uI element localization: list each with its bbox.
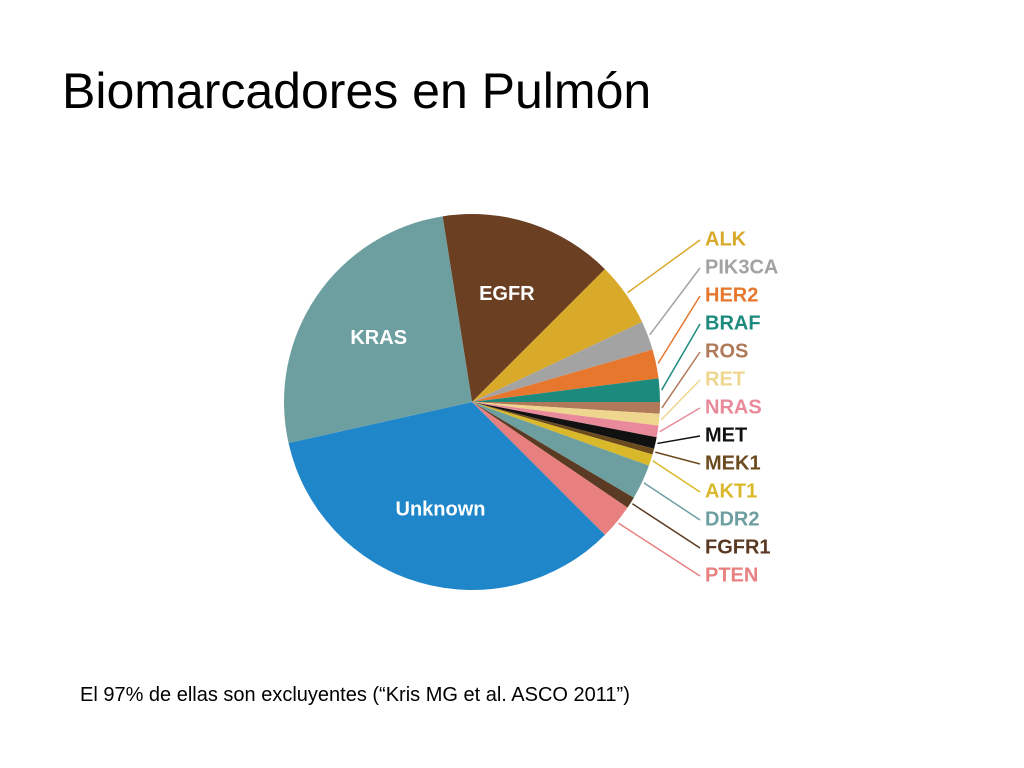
pie-slice — [472, 402, 653, 466]
pie-slice — [472, 402, 649, 498]
legend-label: MET — [705, 424, 747, 446]
leader-line — [649, 267, 701, 336]
legend-label: DDR2 — [705, 508, 759, 530]
legend-label: AKT1 — [705, 480, 757, 502]
leader-line — [652, 460, 701, 493]
legend-label: RET — [705, 368, 745, 390]
pie-slice — [472, 402, 659, 438]
leader-line — [643, 482, 701, 521]
leader-line — [627, 239, 701, 294]
legend-label: HER2 — [705, 284, 758, 306]
leader-line — [632, 503, 701, 549]
pie-slice — [472, 378, 660, 402]
leader-line — [655, 451, 701, 465]
legend-label: ROS — [705, 340, 748, 362]
leader-line — [660, 379, 701, 421]
footnote: El 97% de ellas son excluyentes (“Kris M… — [80, 684, 630, 706]
leader-line — [661, 351, 701, 409]
legend-label: PTEN — [705, 564, 758, 586]
legend-label: FGFR1 — [705, 536, 771, 558]
pie-slice — [472, 269, 643, 402]
pie-slice — [472, 349, 659, 402]
legend-label: PIK3CA — [705, 256, 778, 278]
pie-slice — [472, 402, 655, 455]
pie-slice — [472, 402, 628, 535]
legend-label: NRAS — [705, 396, 762, 418]
pie-slice — [472, 321, 653, 402]
leader-line — [657, 295, 701, 364]
legend-label: BRAF — [705, 312, 761, 334]
leader-line — [660, 323, 701, 391]
slice-label: EGFR — [479, 283, 535, 305]
pie-slice — [283, 216, 472, 444]
pie-slice — [288, 402, 605, 590]
slice-label: KRAS — [350, 327, 407, 349]
pie-slice — [472, 402, 634, 508]
legend-label: MEK1 — [705, 452, 761, 474]
pie-slice — [472, 402, 660, 414]
pie-slice — [442, 214, 605, 402]
pie-slice — [472, 402, 657, 449]
slide-title: Biomarcadores en Pulmón — [62, 63, 652, 119]
leader-line — [659, 407, 701, 433]
pie-slice — [472, 402, 660, 426]
legend-label: ALK — [705, 228, 747, 250]
leader-line — [617, 522, 701, 577]
slice-label: Unknown — [396, 499, 486, 521]
leader-line — [657, 435, 701, 445]
